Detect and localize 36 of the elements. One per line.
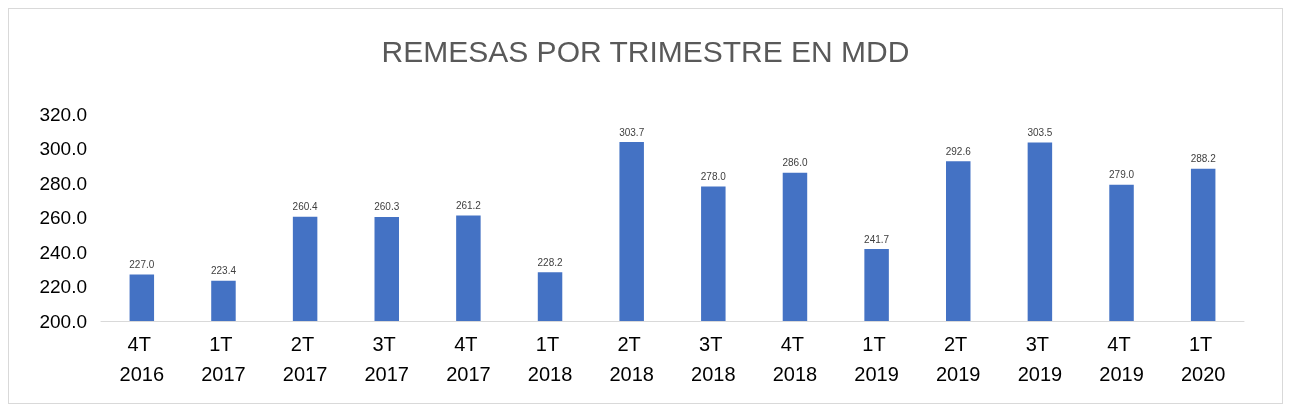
data-label: 260.4 [292,201,319,213]
data-label: 260.3 [374,201,400,213]
y-tick-label: 260.0 [39,207,87,228]
x-tick-label: 4T 2018 [772,333,818,385]
data-label: 303.5 [1027,126,1053,138]
y-tick-label: 280.0 [39,172,87,194]
data-label: 292.6 [945,145,972,157]
x-tick-label: 3T 2019 [1017,333,1063,385]
x-tick-label: 2T 2018 [609,333,654,385]
data-label: 303.7 [619,126,645,138]
x-tick-label: 3T 2018 [691,333,736,385]
data-label: 228.2 [537,256,563,268]
data-label: 288.2 [1190,153,1217,165]
x-tick-label: 1T 2017 [201,333,246,385]
data-label: 261.2 [455,199,482,211]
x-tick-label: 4T 2019 [1099,333,1144,385]
x-tick-label: 4T 2017 [446,333,491,385]
x-tick-label: 1T 2018 [527,333,573,385]
y-tick-label: 200.0 [39,310,87,332]
x-tick-label: 2T 2019 [936,333,981,385]
x-tick-label: 2T 2017 [282,333,328,385]
x-tick-label: 1T 2019 [854,333,899,385]
x-tick-label: 3T 2017 [364,333,409,385]
y-tick-label: 220.0 [39,276,87,297]
data-label: 241.7 [864,233,890,245]
y-tick-label: 240.0 [39,241,87,263]
y-tick-label: 300.0 [39,138,87,159]
x-tick-label: 1T 2020 [1180,333,1226,385]
data-label: 227.0 [129,258,155,270]
data-label: 223.4 [210,265,237,277]
data-label: 279.0 [1109,169,1135,181]
chart-title: REMESAS POR TRIMESTRE EN MDD [381,34,910,68]
x-tick-label: 4T 2016 [119,333,165,385]
y-tick-label: 320.0 [39,103,87,125]
data-label: 278.0 [700,170,727,182]
data-label: 286.0 [782,157,808,169]
